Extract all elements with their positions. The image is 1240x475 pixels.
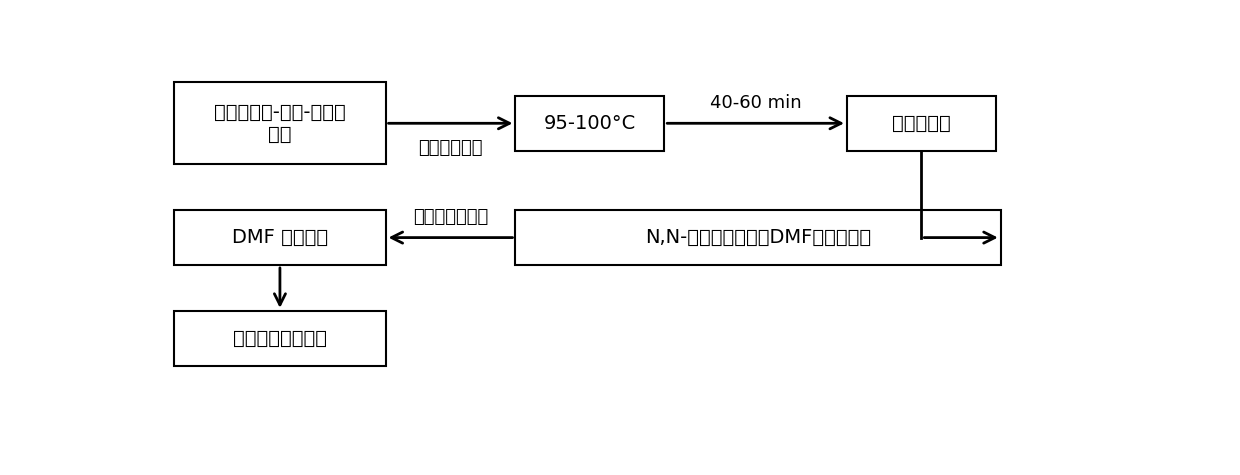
Text: 95-100°C: 95-100°C xyxy=(543,114,636,133)
Bar xyxy=(174,82,386,164)
Text: N,N-二甲基甲酰胺（DMF）一次洗涂: N,N-二甲基甲酰胺（DMF）一次洗涂 xyxy=(645,228,870,247)
Text: 分离去除下层液: 分离去除下层液 xyxy=(413,208,489,226)
Text: 二苯并噌吼-喔啊-正辛烷
溶液: 二苯并噌吼-喔啊-正辛烷 溶液 xyxy=(215,103,346,144)
Text: 40-60 min: 40-60 min xyxy=(709,94,801,112)
Bar xyxy=(174,210,386,265)
Bar xyxy=(174,311,386,366)
Text: 过氧化环己酮: 过氧化环己酮 xyxy=(418,139,482,157)
Text: 冷却，过滤: 冷却，过滤 xyxy=(892,114,951,133)
Text: DMF 二次洗涂: DMF 二次洗涂 xyxy=(232,228,329,247)
Bar xyxy=(516,96,665,151)
Text: 分离取油相，检测: 分离取油相，检测 xyxy=(233,329,327,348)
Bar xyxy=(516,210,1001,265)
Bar xyxy=(847,96,996,151)
